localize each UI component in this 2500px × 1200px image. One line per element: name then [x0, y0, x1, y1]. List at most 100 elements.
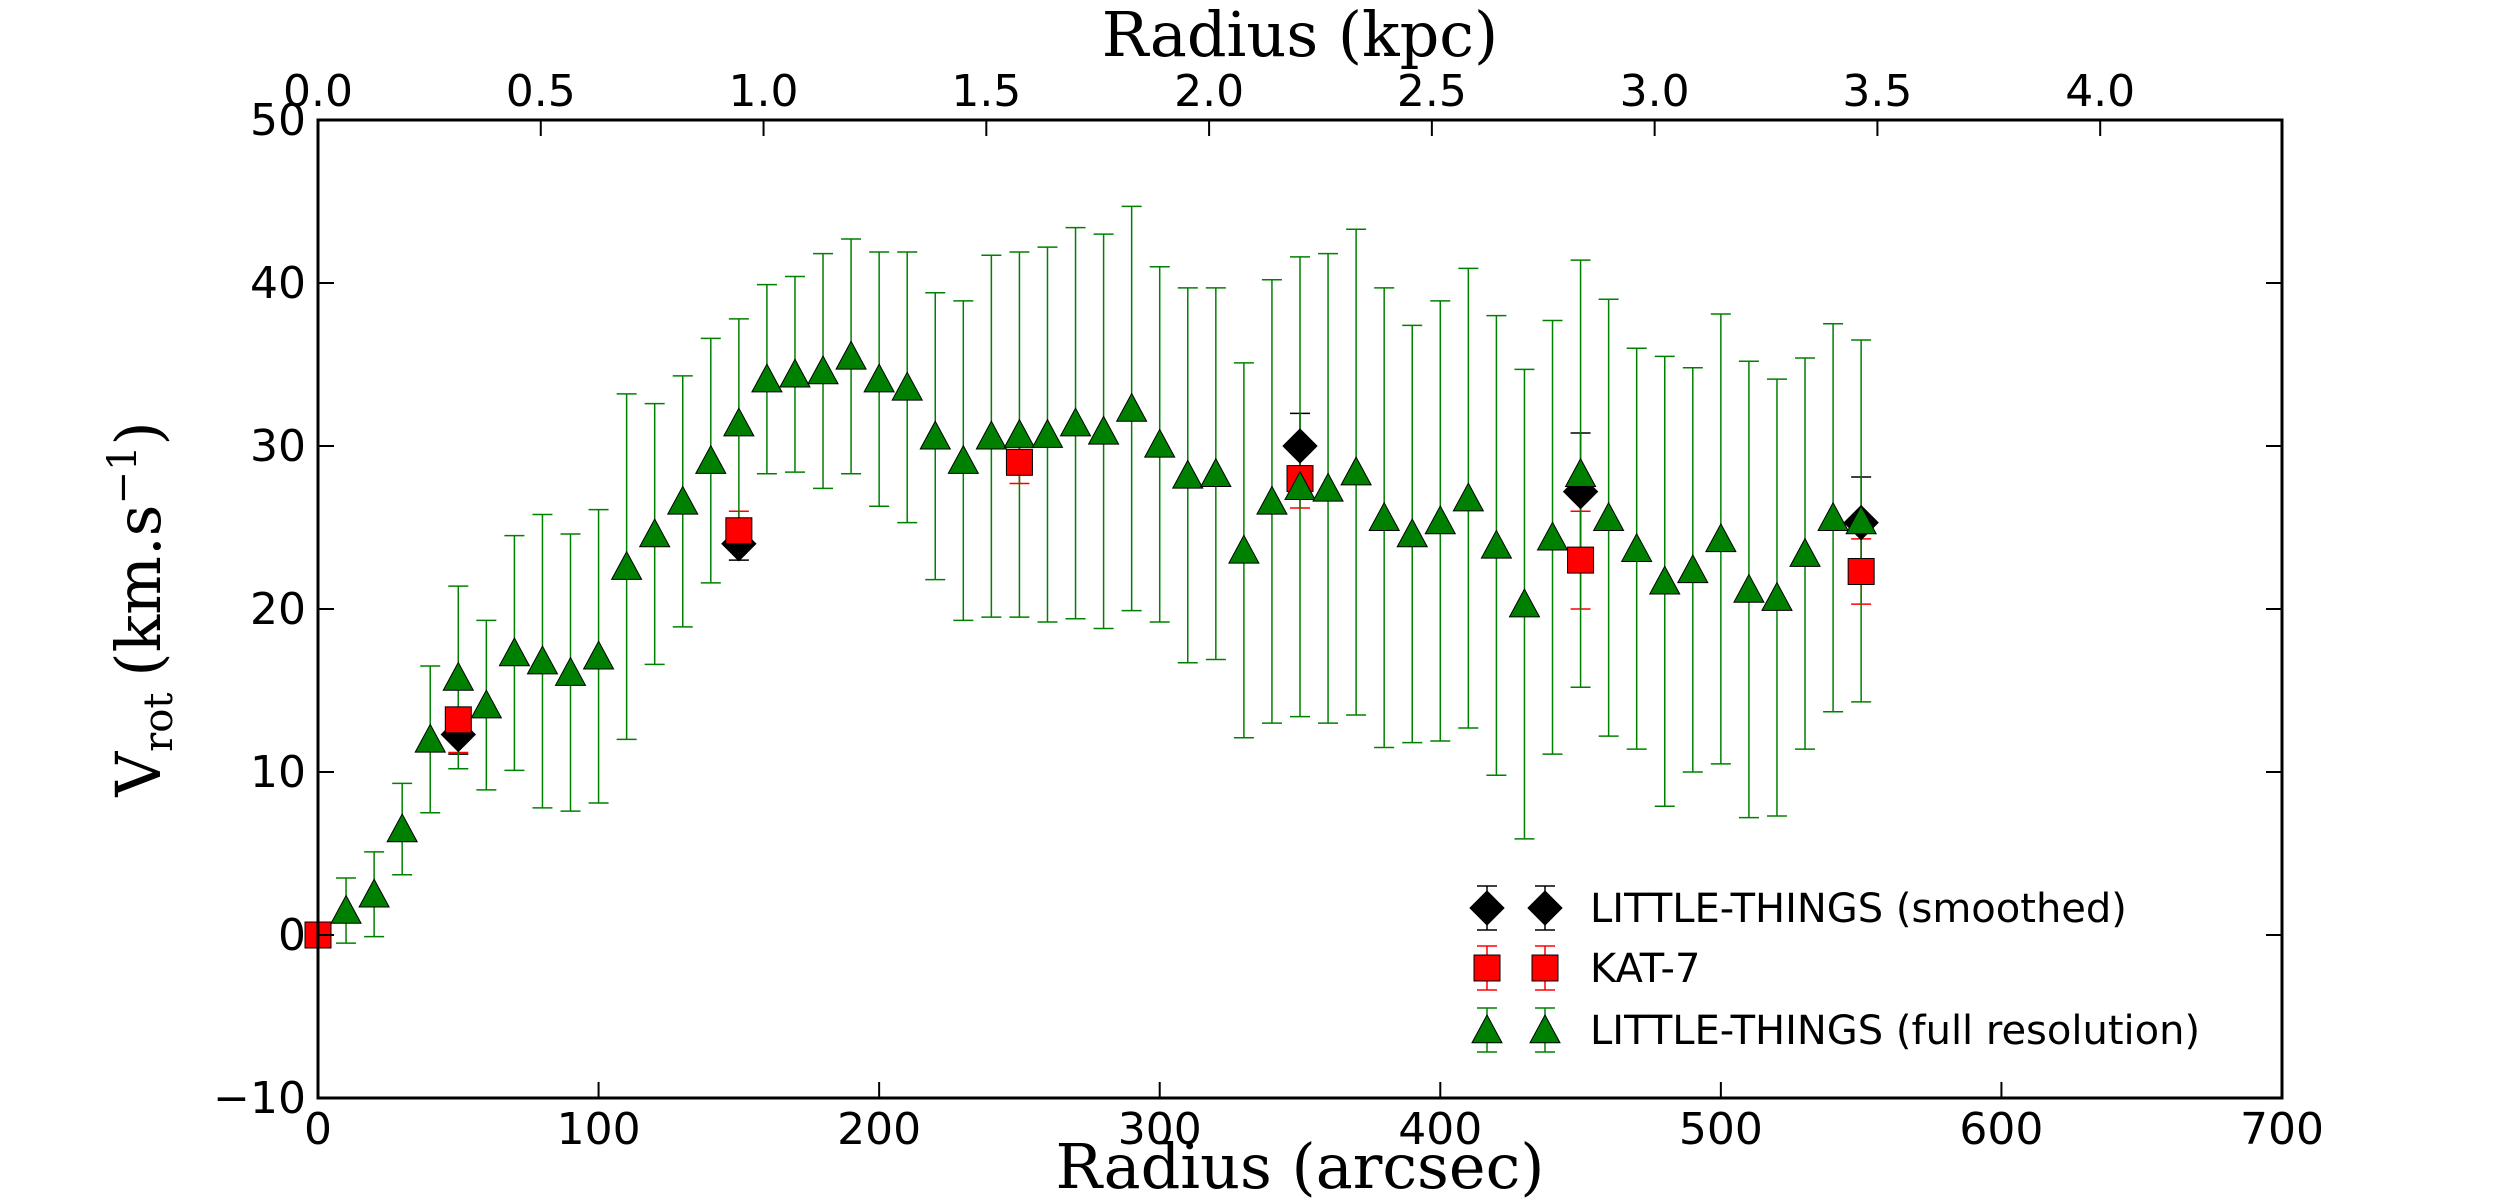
x-tick-label: 0: [304, 1104, 332, 1155]
data-point-triangle: [1284, 470, 1316, 500]
top-x-tick-label: 3.5: [1842, 66, 1912, 117]
data-point-triangle: [1115, 392, 1148, 422]
data-point-triangle: [1452, 482, 1485, 512]
x-tick-label: 100: [557, 1104, 641, 1155]
data-point-triangle: [1789, 537, 1821, 567]
data-point-triangle: [638, 517, 671, 548]
data-point-triangle: [554, 656, 587, 686]
data-point-square: [1005, 448, 1033, 476]
legend-marker-diamond: [1469, 890, 1505, 926]
y-tick-label: 10: [250, 747, 306, 798]
top-x-tick-label: 2.5: [1397, 66, 1467, 117]
data-point-triangle: [470, 689, 503, 719]
data-point-triangle: [666, 485, 699, 515]
legend-label: LITTLE-THINGS (full resolution): [1590, 1008, 2200, 1054]
data-point-triangle: [779, 358, 811, 388]
data-point-triangle: [1705, 522, 1737, 553]
x-tick-label: 200: [837, 1104, 921, 1155]
data-point-square: [725, 517, 753, 545]
data-point-triangle: [1536, 521, 1569, 551]
y-axis-title-sub: rot: [136, 693, 182, 752]
y-tick-label: −10: [213, 1073, 306, 1124]
data-point-triangle: [807, 354, 839, 385]
data-point-triangle: [330, 894, 362, 924]
legend-label: KAT-7: [1590, 946, 1700, 992]
y-axis-title-sup: −1: [100, 446, 146, 505]
data-point-triangle: [947, 444, 980, 474]
top-x-axis-title: Radius (kpc): [1102, 0, 1498, 71]
data-point-triangle: [1424, 504, 1457, 535]
data-point-triangle: [1256, 485, 1288, 515]
y-axis-title: Vrot (km.s−1): [100, 421, 182, 797]
y-axis-title-close: ): [102, 421, 175, 445]
legend-marker-diamond: [1527, 890, 1563, 926]
data-point-triangle: [1480, 529, 1513, 559]
data-point-triangle: [1508, 588, 1541, 618]
data-point-square: [1567, 546, 1595, 574]
legend-marker-triangle: [1471, 1013, 1503, 1044]
data-point-triangle: [1564, 457, 1597, 487]
y-tick-label: 0: [278, 910, 306, 961]
y-tick-label: 20: [250, 584, 306, 635]
marker-layer: [304, 340, 1879, 949]
data-point-triangle: [442, 661, 475, 691]
data-point-square: [1847, 558, 1875, 586]
top-x-tick-label: 1.0: [729, 66, 799, 117]
data-point-triangle: [694, 444, 727, 474]
top-x-tick-label: 3.0: [1620, 66, 1690, 117]
legend-marker-square: [1473, 954, 1501, 982]
top-x-tick-label: 4.0: [2065, 66, 2135, 117]
y-tick-label: 30: [250, 421, 306, 472]
data-point-triangle: [1733, 573, 1765, 603]
data-point-triangle: [1676, 553, 1709, 584]
x-tick-label: 400: [1398, 1104, 1482, 1155]
data-point-triangle: [1031, 418, 1064, 448]
y-axis-title-units: (km.s: [102, 505, 175, 677]
top-x-tick-label: 1.5: [951, 66, 1021, 117]
y-tick-label: 40: [250, 258, 306, 309]
data-point-triangle: [1368, 501, 1401, 531]
data-point-triangle: [891, 371, 924, 401]
data-point-triangle: [1592, 501, 1625, 531]
data-point-triangle: [526, 645, 559, 675]
data-point-triangle: [1620, 532, 1653, 562]
data-point-triangle: [1761, 581, 1793, 611]
data-point-triangle: [1396, 517, 1429, 548]
x-tick-label: 600: [1959, 1104, 2043, 1155]
data-point-triangle: [1340, 456, 1372, 486]
data-point-triangle: [498, 636, 531, 667]
data-point-triangle: [1845, 504, 1877, 535]
data-point-triangle: [386, 812, 419, 843]
data-point-triangle: [835, 340, 867, 370]
x-tick-label: 700: [2240, 1104, 2324, 1155]
y-tick-label: 50: [250, 95, 306, 146]
data-point-triangle: [1199, 457, 1232, 487]
data-point-diamond: [1282, 428, 1318, 464]
data-point-triangle: [358, 878, 390, 908]
data-point-triangle: [1059, 407, 1092, 437]
data-point-triangle: [723, 407, 755, 437]
x-tick-label: 300: [1118, 1104, 1202, 1155]
x-axis-title: Radius (arcsec): [1056, 1130, 1545, 1200]
data-point-triangle: [863, 363, 895, 393]
data-point-triangle: [751, 363, 783, 393]
data-point-triangle: [582, 640, 615, 670]
data-point-triangle: [1171, 459, 1204, 489]
data-point-triangle: [1228, 534, 1260, 564]
x-tick-label: 500: [1679, 1104, 1763, 1155]
data-point-triangle: [414, 723, 447, 753]
legend-marker-square: [1531, 954, 1559, 982]
errorbar-layer: [336, 205, 1872, 944]
y-axis-title-main: V: [102, 751, 175, 798]
data-point-square: [444, 706, 472, 734]
legend-label: LITTLE-THINGS (smoothed): [1590, 886, 2127, 932]
data-point-triangle: [1817, 501, 1849, 531]
legend: LITTLE-THINGS (smoothed) KAT-7 LITTLE-THIN…: [1469, 885, 2200, 1054]
data-point-triangle: [1312, 472, 1344, 502]
data-point-triangle: [1087, 415, 1120, 445]
data-point-triangle: [1143, 428, 1176, 458]
data-point-triangle: [1648, 565, 1681, 595]
top-x-tick-label: 0.0: [283, 66, 353, 117]
